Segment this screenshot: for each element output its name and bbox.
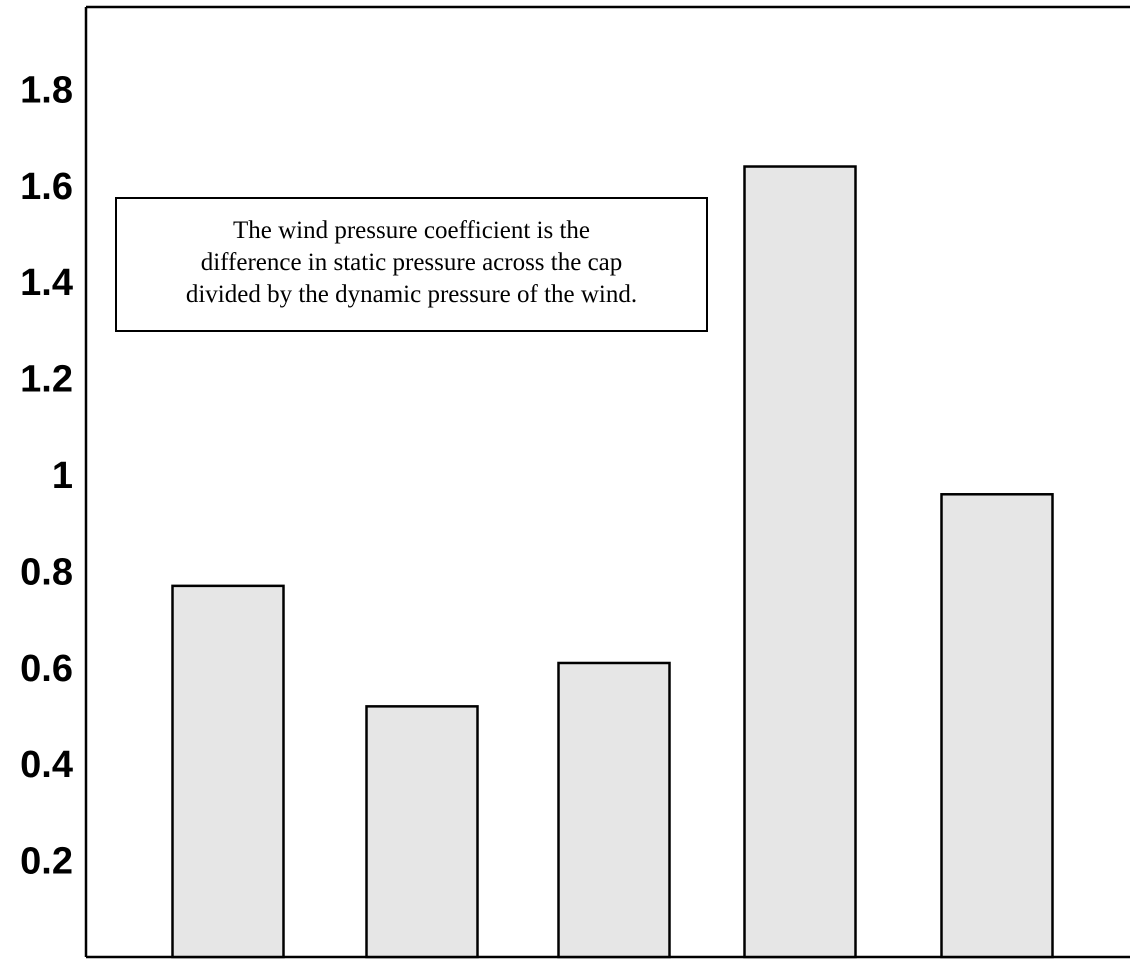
y-tick-label: 0.4 — [20, 744, 73, 786]
bar-3 — [557, 661, 671, 959]
bar-1 — [171, 584, 285, 959]
y-tick-label: 1.6 — [20, 166, 73, 208]
annotation-line-1: The wind pressure coefficient is the — [232, 217, 591, 244]
y-tick-label: 1.8 — [20, 69, 73, 111]
annotation-line-3: divided by the dynamic pressure of the w… — [185, 281, 638, 308]
bar-2 — [365, 705, 479, 959]
y-tick-label: 0.2 — [20, 841, 73, 883]
y-tick-labels: 0.2 0.4 0.6 0.8 1 1.2 1.4 1.6 1.8 — [20, 69, 73, 882]
bar-4 — [743, 165, 857, 959]
bar-5 — [940, 493, 1054, 959]
bar-group — [171, 165, 1054, 959]
y-tick-label: 0.6 — [20, 648, 73, 690]
annotation-line-2: difference in static pressure across the… — [200, 249, 623, 276]
y-tick-label: 1.4 — [20, 262, 73, 304]
y-tick-label: 0.8 — [20, 551, 73, 593]
y-tick-label: 1.2 — [20, 359, 73, 401]
annotation-box: The wind pressure coefficient is the dif… — [115, 197, 708, 332]
y-tick-label: 1 — [52, 455, 73, 497]
